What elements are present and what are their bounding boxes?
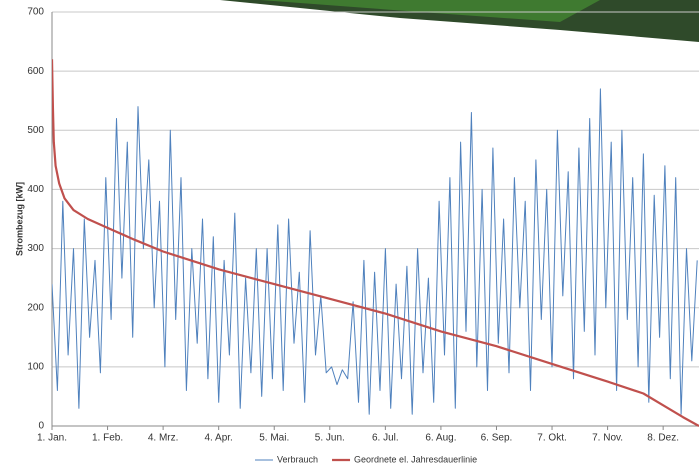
plot-area [52,59,699,426]
y-tick-label: 600 [27,66,44,77]
legend-label: Geordnete el. Jahresdauerlinie [354,454,477,464]
x-tick-label: 7. Okt. [537,433,566,444]
y-tick-label: 0 [38,421,44,432]
x-tick-label: 8. Dez. [647,433,679,444]
legend-label: Verbrauch [277,454,318,464]
y-tick-label: 100 [27,361,44,372]
x-tick-label: 5. Mai. [259,433,289,444]
x-tick-label: 4. Mrz. [148,433,179,444]
y-tick-label: 700 [27,7,44,18]
x-tick-label: 6. Sep. [481,433,513,444]
series-line [52,89,697,414]
series-line [52,59,699,426]
x-tick-label: 6. Aug. [425,433,456,444]
x-tick-label: 5. Jun. [315,433,345,444]
x-tick-label: 1. Jan. [37,433,67,444]
x-tick-label: 1. Feb. [92,433,123,444]
y-tick-label: 400 [27,184,44,195]
chart: Strombezug [kW] 0 100 200 300 400 500 600 700 1.… [0,0,699,468]
x-tick-label: 4. Apr. [204,433,232,444]
y-tick-label: 500 [27,125,44,136]
y-axis-title: Strombezug [kW] [14,182,24,256]
x-tick-label: 6. Jul. [372,433,399,444]
y-tick-label: 200 [27,302,44,313]
y-tick-label: 300 [27,243,44,254]
x-tick-label: 7. Nov. [592,433,623,444]
